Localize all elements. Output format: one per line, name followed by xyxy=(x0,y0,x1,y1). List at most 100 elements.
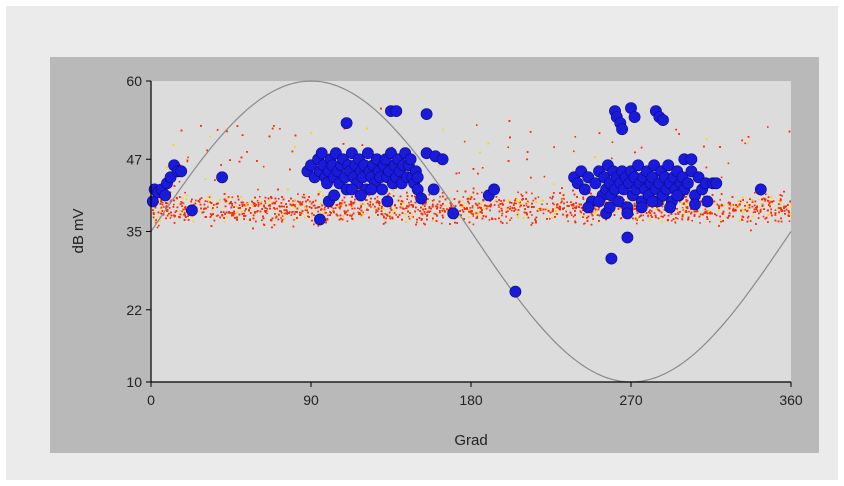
noise-dot xyxy=(770,196,772,198)
noise-dot xyxy=(720,221,722,223)
noise-dot xyxy=(439,204,442,207)
noise-dot xyxy=(212,213,214,215)
noise-dot xyxy=(742,209,744,211)
noise-dot xyxy=(777,207,779,209)
noise-dot xyxy=(707,209,710,212)
noise-dot xyxy=(163,206,165,208)
noise-dot xyxy=(380,213,383,215)
noise-dot xyxy=(754,200,757,203)
noise-dot xyxy=(626,197,629,200)
noise-dot xyxy=(449,202,452,204)
noise-dot xyxy=(761,203,764,206)
noise-dot xyxy=(788,130,791,133)
noise-dot xyxy=(476,215,479,218)
noise-dot xyxy=(484,204,486,206)
noise-dot xyxy=(554,207,557,209)
noise-dot xyxy=(582,216,584,218)
noise-dot xyxy=(243,212,245,215)
noise-dot xyxy=(343,201,346,204)
noise-dot xyxy=(784,206,786,209)
noise-dot xyxy=(556,213,558,215)
noise-dot xyxy=(275,200,278,203)
noise-dot xyxy=(787,210,790,212)
noise-dot xyxy=(414,210,416,213)
noise-dot xyxy=(281,220,283,223)
noise-dot xyxy=(517,216,519,219)
noise-dot xyxy=(468,221,471,224)
noise-dot xyxy=(746,201,748,204)
noise-dot xyxy=(262,217,265,220)
noise-dot xyxy=(303,217,306,219)
noise-dot xyxy=(461,205,464,207)
noise-dot xyxy=(560,201,562,204)
noise-dot xyxy=(385,217,387,220)
noise-dot xyxy=(525,198,527,200)
noise-dot xyxy=(459,210,461,212)
noise-dot xyxy=(324,206,326,209)
noise-dot xyxy=(259,210,262,213)
noise-dot xyxy=(185,216,187,218)
noise-dot xyxy=(713,200,716,203)
noise-dot xyxy=(590,212,593,215)
noise-dot xyxy=(254,202,256,205)
noise-dot xyxy=(261,219,263,222)
noise-dot xyxy=(308,206,311,208)
noise-dot xyxy=(237,207,240,209)
noise-dot xyxy=(462,204,465,206)
noise-dot xyxy=(690,212,692,215)
noise-dot xyxy=(598,132,601,134)
noise-dot xyxy=(694,210,697,213)
noise-dot xyxy=(674,221,677,224)
noise-dot xyxy=(319,191,321,193)
noise-dot xyxy=(733,209,736,211)
noise-dot xyxy=(231,196,234,198)
noise-dot xyxy=(301,203,303,206)
noise-dot xyxy=(305,208,308,210)
noise-dot xyxy=(685,211,688,213)
noise-dot xyxy=(565,214,568,217)
noise-dot xyxy=(248,209,250,212)
noise-dot xyxy=(255,220,257,223)
noise-dot xyxy=(705,138,708,141)
noise-dot xyxy=(405,221,407,223)
noise-dot xyxy=(583,213,585,215)
noise-dot xyxy=(488,219,491,221)
noise-dot xyxy=(299,205,301,207)
noise-dot xyxy=(423,211,426,213)
noise-dot xyxy=(351,207,353,210)
noise-dot xyxy=(398,214,401,216)
noise-dot xyxy=(192,203,195,206)
noise-dot xyxy=(767,209,769,212)
noise-dot xyxy=(265,210,268,212)
noise-dot xyxy=(281,219,284,221)
noise-dot xyxy=(215,215,218,217)
noise-dot xyxy=(307,211,309,214)
noise-dot xyxy=(428,193,430,196)
noise-dot xyxy=(468,202,470,205)
noise-dot xyxy=(487,142,490,145)
noise-dot xyxy=(728,214,731,217)
noise-dot xyxy=(373,207,376,210)
noise-dot xyxy=(755,207,757,209)
noise-dot xyxy=(471,205,474,207)
noise-dot xyxy=(233,210,235,213)
noise-dot xyxy=(241,201,243,204)
noise-dot xyxy=(450,206,453,208)
noise-dot xyxy=(546,203,548,205)
noise-dot xyxy=(747,217,749,219)
noise-dot xyxy=(213,204,215,206)
noise-dot xyxy=(357,207,359,209)
noise-dot xyxy=(342,215,344,217)
noise-dot xyxy=(181,197,184,199)
noise-dot xyxy=(561,198,563,200)
noise-dot xyxy=(720,176,723,179)
noise-dot xyxy=(294,146,297,148)
noise-dot xyxy=(173,215,176,218)
noise-dot xyxy=(229,212,232,214)
noise-dot xyxy=(693,215,696,217)
noise-dot xyxy=(462,196,465,198)
noise-dot xyxy=(509,219,511,221)
noise-dot xyxy=(478,206,481,209)
noise-dot xyxy=(572,189,574,192)
noise-dot xyxy=(160,200,162,203)
